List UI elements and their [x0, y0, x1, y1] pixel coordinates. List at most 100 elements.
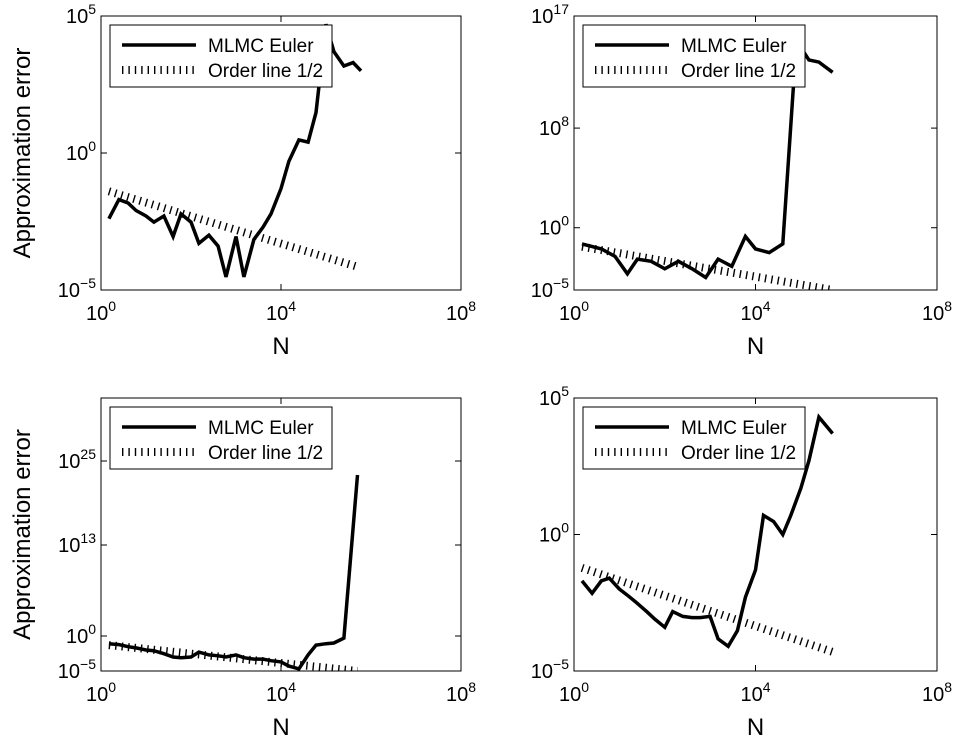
x-tick-label-base: 10 — [922, 303, 944, 325]
x-tick-label: 100 — [559, 298, 589, 325]
x-tick-label-base: 10 — [559, 303, 581, 325]
y-tick-label-exp: −5 — [80, 656, 96, 672]
data-layer — [108, 474, 360, 671]
x-tick-label-base: 10 — [446, 303, 468, 325]
y-tick-label-exp: −5 — [80, 275, 96, 291]
series-order-line — [581, 242, 834, 290]
series-mlmc-euler — [108, 474, 360, 671]
y-tick-label-base: 10 — [66, 143, 88, 165]
x-tick-label: 104 — [740, 679, 770, 706]
legend: MLMC Euler Order line 1/2 — [582, 406, 806, 470]
legend-label: MLMC Euler — [208, 418, 314, 439]
y-tick-label-base: 10 — [531, 6, 553, 28]
y-tick-label: 105 — [66, 1, 96, 28]
y-tick-label-base: 10 — [58, 535, 80, 557]
x-tick-label-exp: 4 — [763, 298, 771, 314]
y-tick-label-exp: 0 — [561, 520, 569, 536]
x-axis-title: N — [747, 333, 764, 360]
y-tick-label-base: 10 — [58, 280, 80, 302]
y-tick-label-base: 10 — [531, 280, 553, 302]
x-tick-label: 104 — [740, 298, 770, 325]
data-layer — [580, 413, 834, 656]
x-tick-label-base: 10 — [922, 684, 944, 706]
y-tick-label-exp: 0 — [88, 138, 96, 154]
y-tick-label: 10−5 — [58, 275, 96, 302]
legend: MLMC Euler Order line 1/2 — [582, 24, 806, 88]
legend-label: MLMC Euler — [681, 36, 787, 57]
x-tick-label: 100 — [86, 298, 116, 325]
legend-label: MLMC Euler — [681, 418, 787, 439]
y-tick-label-exp: 5 — [561, 383, 569, 399]
y-tick-label: 108 — [539, 113, 569, 140]
y-tick-label: 10−5 — [58, 656, 96, 683]
y-tick-label-exp: 13 — [80, 530, 96, 546]
legend-box — [109, 24, 333, 88]
x-tick-label-exp: 4 — [288, 679, 296, 695]
x-tick-label-base: 10 — [740, 684, 762, 706]
y-tick-label: 100 — [66, 138, 96, 165]
y-tick-label-exp: 17 — [553, 1, 569, 17]
series-mlmc-euler — [580, 413, 834, 649]
x-tick-label-base: 10 — [266, 684, 288, 706]
y-tick-label-base: 10 — [539, 218, 561, 240]
x-tick-label-exp: 8 — [468, 679, 476, 695]
y-tick-label-exp: 25 — [80, 446, 96, 462]
y-tick-label-base: 10 — [539, 525, 561, 547]
y-axis-title: Approximation error — [9, 48, 36, 259]
x-tick-label: 108 — [446, 298, 476, 325]
y-tick-label-base: 10 — [58, 451, 80, 473]
y-tick-label: 1013 — [58, 530, 96, 557]
legend-label: Order line 1/2 — [681, 61, 796, 82]
x-tick-label-exp: 8 — [944, 298, 952, 314]
y-tick-label-base: 10 — [66, 6, 88, 28]
x-tick-label-base: 10 — [740, 303, 762, 325]
legend-label: MLMC Euler — [208, 36, 314, 57]
y-tick-label-base: 10 — [58, 661, 80, 683]
legend-label: Order line 1/2 — [208, 61, 323, 82]
x-axis-title: N — [747, 714, 764, 741]
legend-box — [582, 24, 806, 88]
x-tick-label: 108 — [922, 298, 952, 325]
legend-label: Order line 1/2 — [208, 443, 323, 464]
x-tick-label-exp: 0 — [108, 679, 116, 695]
x-tick-label-exp: 4 — [288, 298, 296, 314]
y-tick-label: 100 — [66, 621, 96, 648]
y-axis-title: Approximation error — [9, 429, 36, 640]
x-tick-label-base: 10 — [86, 684, 108, 706]
y-tick-label-exp: −5 — [553, 656, 569, 672]
y-tick-label-base: 10 — [66, 626, 88, 648]
x-axis-title: N — [272, 333, 289, 360]
legend-label: Order line 1/2 — [681, 443, 796, 464]
x-tick-label-exp: 4 — [763, 679, 771, 695]
y-tick-label: 10−5 — [531, 656, 569, 683]
series-order-line — [580, 564, 834, 656]
x-tick-label: 100 — [86, 679, 116, 706]
x-tick-label-exp: 0 — [581, 298, 589, 314]
x-tick-label-exp: 8 — [468, 298, 476, 314]
x-tick-label-exp: 0 — [581, 679, 589, 695]
legend-box — [109, 406, 333, 470]
series-order-line — [107, 187, 359, 271]
y-tick-label-exp: −5 — [553, 275, 569, 291]
x-tick-label: 108 — [922, 679, 952, 706]
x-tick-label-base: 10 — [559, 684, 581, 706]
y-tick-label-exp: 0 — [88, 621, 96, 637]
y-tick-label: 105 — [539, 383, 569, 410]
y-tick-label: 100 — [539, 213, 569, 240]
x-tick-label: 100 — [559, 679, 589, 706]
y-tick-label-exp: 5 — [88, 1, 96, 17]
y-tick-label: 1017 — [531, 1, 569, 28]
y-tick-label-exp: 0 — [561, 213, 569, 229]
x-tick-label-base: 10 — [446, 684, 468, 706]
x-tick-label-exp: 8 — [944, 679, 952, 695]
x-tick-label: 104 — [266, 679, 296, 706]
legend: MLMC Euler Order line 1/2 — [109, 406, 333, 470]
x-tick-label: 104 — [266, 298, 296, 325]
y-tick-label: 10−5 — [531, 275, 569, 302]
y-tick-label-base: 10 — [539, 118, 561, 140]
